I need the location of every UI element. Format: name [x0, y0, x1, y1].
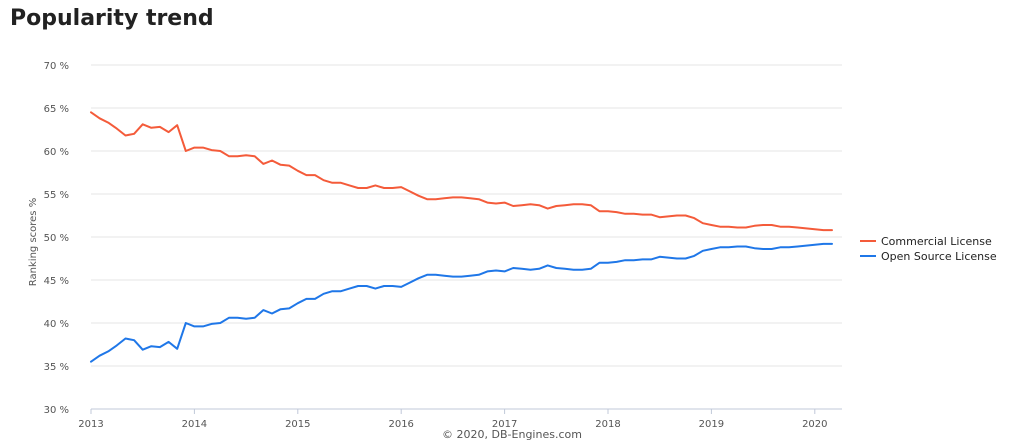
y-tick-label: 65 %: [44, 104, 69, 115]
legend-item-commercial[interactable]: Commercial License: [860, 234, 997, 248]
x-tick-label: 2020: [802, 419, 827, 430]
legend-swatch-commercial: [860, 240, 876, 242]
y-tick-label: 40 %: [44, 319, 69, 330]
x-tick-label: 2014: [182, 419, 207, 430]
y-axis-tick-labels: 30 % 35 % 40 % 45 % 50 % 55 % 60 % 65 % 70 %: [44, 61, 69, 416]
y-tick-label: 60 %: [44, 147, 69, 158]
legend-label-commercial: Commercial License: [881, 234, 992, 248]
chart-credit: © 2020, DB-Engines.com: [442, 428, 582, 441]
x-tick-label: 2019: [699, 419, 724, 430]
page-title: Popularity trend: [10, 6, 214, 31]
y-axis-title: Ranking scores %: [28, 198, 39, 286]
x-axis-tick-labels: 2013 2014 2015 2016 2017 2018 2019 2020: [78, 409, 828, 430]
grid-lines: [91, 64, 842, 367]
legend: Commercial License Open Source License: [860, 234, 997, 264]
x-tick-label: 2017: [492, 419, 517, 430]
x-tick-label: 2015: [285, 419, 310, 430]
x-tick-label: 2013: [78, 419, 103, 430]
x-tick-label: 2016: [388, 419, 413, 430]
y-tick-label: 35 %: [44, 362, 69, 373]
series-lines: [90, 111, 833, 363]
y-tick-label: 45 %: [44, 276, 69, 287]
y-tick-label: 55 %: [44, 190, 69, 201]
y-tick-label: 30 %: [44, 405, 69, 416]
y-tick-label: 70 %: [44, 61, 69, 72]
legend-label-open-source: Open Source License: [881, 249, 997, 263]
series-line-open-source[interactable]: [90, 242, 833, 363]
legend-item-open-source[interactable]: Open Source License: [860, 249, 997, 263]
y-tick-label: 50 %: [44, 233, 69, 244]
x-tick-label: 2018: [595, 419, 620, 430]
legend-swatch-open-source: [860, 255, 876, 257]
series-line-commercial[interactable]: [90, 111, 833, 232]
